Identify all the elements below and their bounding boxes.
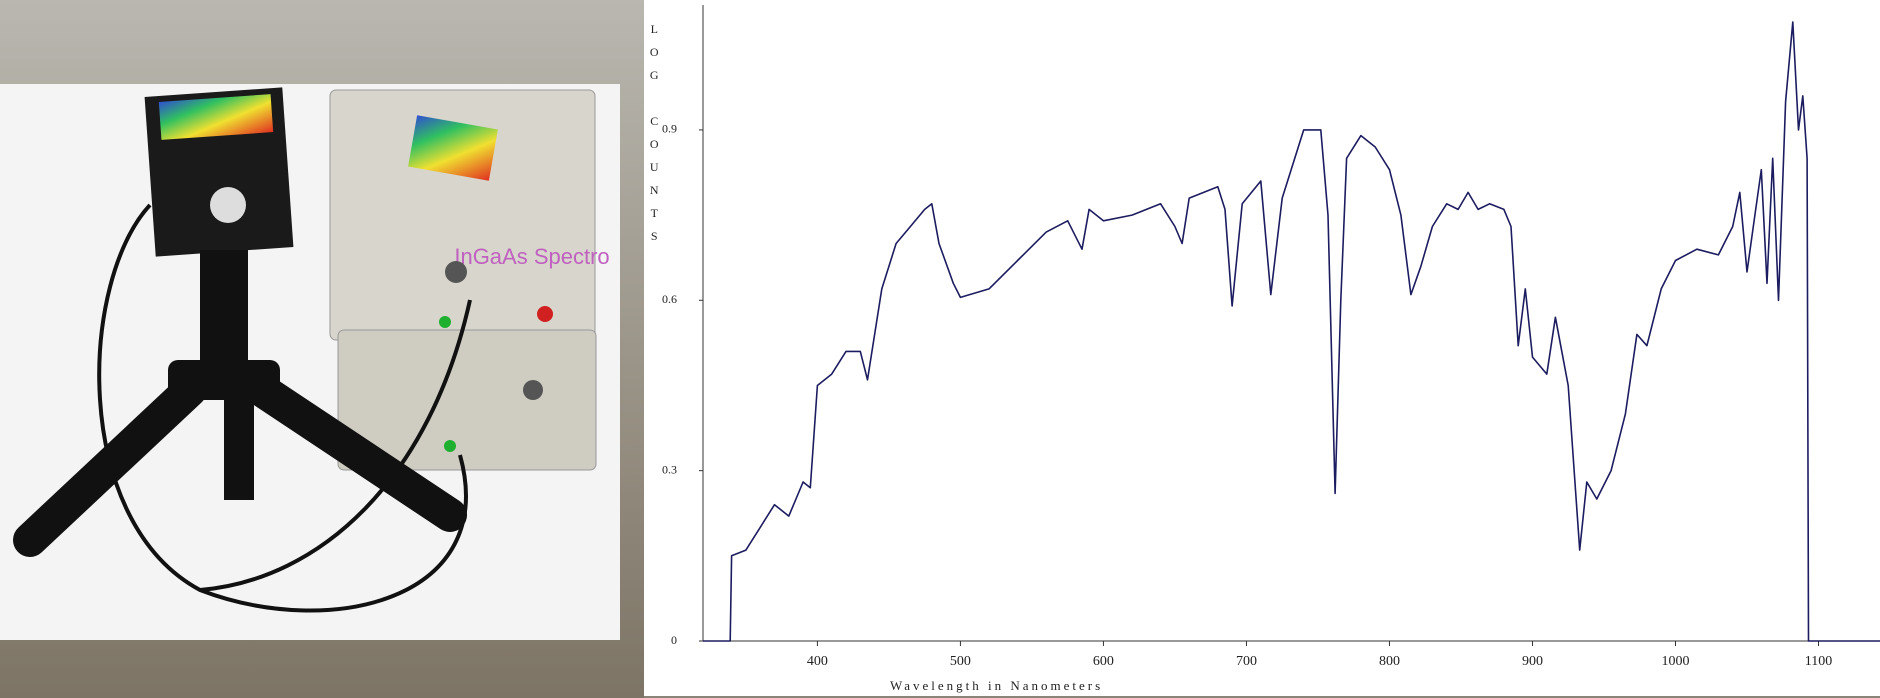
detector-logo <box>158 94 274 140</box>
cable <box>97 203 468 613</box>
x-tick-label: 800 <box>1379 654 1400 669</box>
tripod-post <box>200 250 248 370</box>
x-tick-label: 500 <box>950 654 971 669</box>
connector <box>523 380 543 400</box>
y-axis-label: LOG COUNTS <box>647 22 661 252</box>
x-tick-label: 1100 <box>1805 654 1832 669</box>
x-tick-label: 700 <box>1236 654 1257 669</box>
y-tick-label: 0.9 <box>662 122 677 136</box>
x-axis-label: Wavelength in Nanometers <box>890 678 1103 693</box>
led <box>439 316 451 328</box>
x-tick-label: 400 <box>807 654 828 669</box>
x-tick-label: 600 <box>1093 654 1114 669</box>
chart: Wavelength in Nanometers LOG COUNTS 0 0.3… <box>647 5 1880 693</box>
connector <box>445 261 467 283</box>
spectro-box-bottom <box>337 329 597 471</box>
cable <box>199 299 472 592</box>
device-label: InGaAs Spectro <box>454 244 609 269</box>
detector-window <box>210 187 246 223</box>
tripod-leg <box>224 390 254 500</box>
product-photo: InGaAs Spectro <box>0 84 620 640</box>
led <box>444 440 456 452</box>
tripod-leg <box>245 373 467 532</box>
spectrum-line <box>703 21 1880 642</box>
box-logo <box>408 115 498 181</box>
y-tick-label: 0.3 <box>662 462 677 476</box>
y-tick-label: 0.6 <box>662 292 677 306</box>
y-tick-label: 0 <box>671 633 677 647</box>
button <box>537 306 553 322</box>
x-tick-label: 1000 <box>1661 654 1689 669</box>
x-tick-label: 900 <box>1522 654 1543 669</box>
chart-panel <box>644 0 1880 696</box>
